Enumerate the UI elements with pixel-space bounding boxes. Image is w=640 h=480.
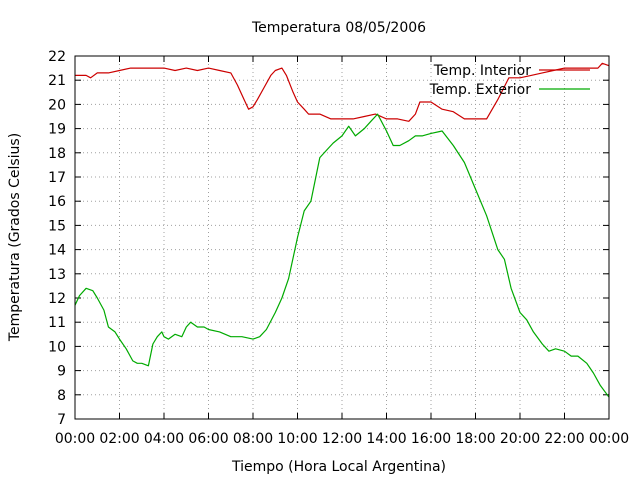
y-tick-label: 8 (57, 388, 66, 404)
x-tick-label: 18:00 (455, 431, 495, 447)
series-line-exterior (74, 113, 610, 398)
y-tick-label: 14 (48, 243, 66, 259)
x-tick-label: 10:00 (277, 431, 317, 447)
y-axis-tick-labels: 7 8 9 10 11 12 13 14 15 16 17 18 19 20 21 22 (48, 49, 66, 428)
y-tick-label: 13 (48, 267, 66, 283)
x-axis-label: Tiempo (Hora Local Argentina) (231, 459, 446, 475)
x-tick-label: 06:00 (188, 431, 228, 447)
x-tick-label: 14:00 (366, 431, 406, 447)
legend-label-exterior: Temp. Exterior (429, 82, 532, 98)
legend-label-interior: Temp. Interior (433, 63, 532, 79)
y-tick-label: 19 (48, 122, 66, 138)
chart-title: Temperatura 08/05/2006 (251, 20, 426, 36)
y-tick-label: 18 (48, 146, 66, 162)
x-tick-label: 02:00 (99, 431, 139, 447)
x-tick-label: 04:00 (144, 431, 184, 447)
y-tick-label: 21 (48, 73, 66, 89)
series-lines (74, 62, 610, 398)
x-tick-label: 22:00 (544, 431, 584, 447)
x-tick-label: 00:00 (589, 431, 629, 447)
x-tick-label: 16:00 (411, 431, 451, 447)
y-tick-label: 12 (48, 291, 66, 307)
y-tick-label: 17 (48, 170, 66, 186)
y-tick-label: 9 (57, 364, 66, 380)
x-axis-tick-labels: 00:00 02:00 04:00 06:00 08:00 10:00 12:00 14:00… (55, 431, 629, 447)
y-tick-label: 16 (48, 194, 66, 210)
y-tick-label: 11 (48, 315, 66, 331)
y-tick-label: 7 (57, 412, 66, 428)
x-tick-label: 08:00 (233, 431, 273, 447)
x-tick-label: 20:00 (500, 431, 540, 447)
grid-lines (75, 56, 609, 419)
series-line-interior (75, 62, 610, 122)
x-tick-label: 12:00 (322, 431, 362, 447)
plot-frame (74, 55, 610, 420)
y-tick-label: 10 (48, 339, 66, 355)
y-axis-label: Temperatura (Grados Celsius) (7, 133, 23, 342)
y-tick-label: 15 (48, 218, 66, 234)
legend: Temp. Interior Temp. Exterior (429, 63, 590, 98)
y-tick-label: 22 (48, 49, 66, 65)
x-tick-label: 00:00 (55, 431, 95, 447)
y-tick-label: 20 (48, 97, 66, 113)
